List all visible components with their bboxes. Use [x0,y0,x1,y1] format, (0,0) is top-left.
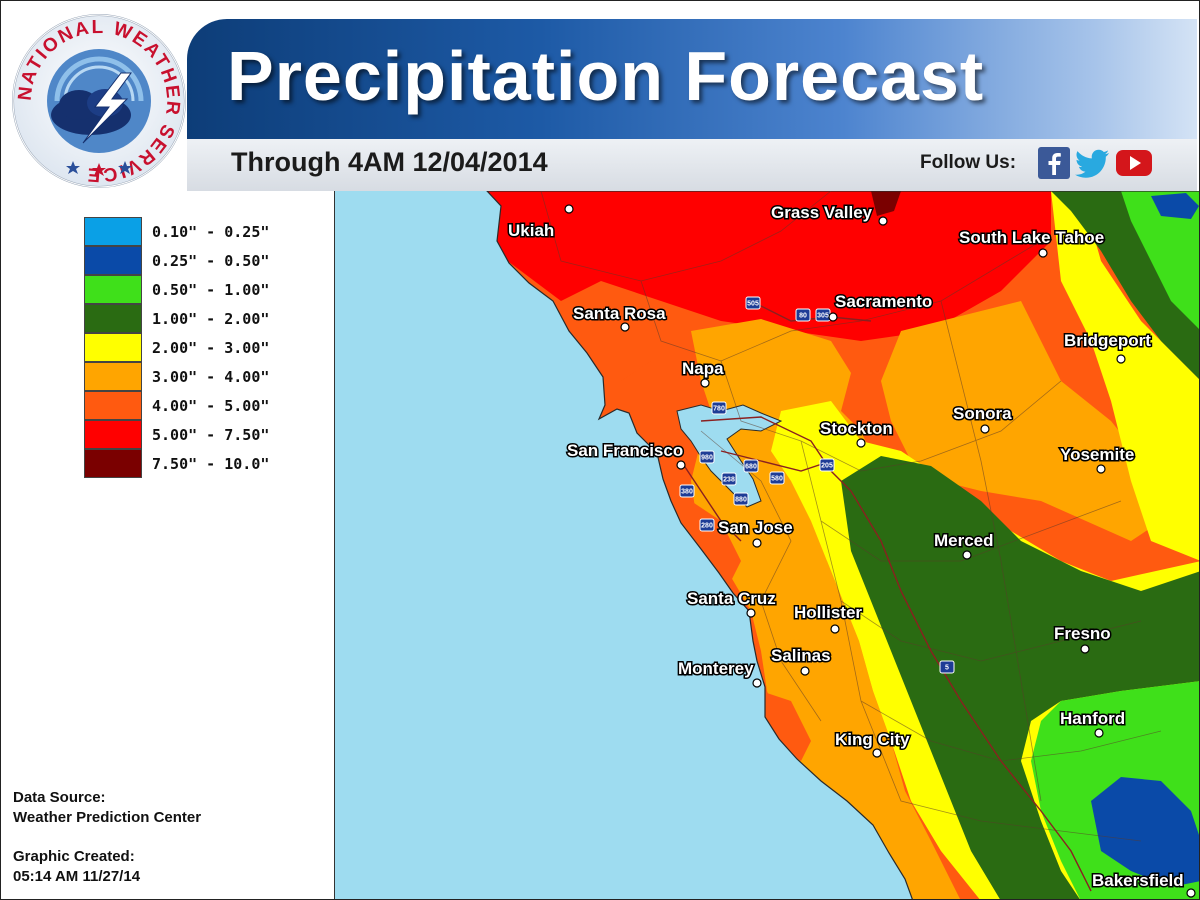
legend-swatch [84,362,142,391]
shield-80: 80 [795,308,811,322]
svg-text:980: 980 [701,455,713,462]
legend-label: 7.50" - 10.0" [152,455,270,473]
precip-map[interactable]: 505 80 305 780 980 680 205 238 580 380 8… [335,191,1200,900]
city-san-francisco: San Francisco [567,441,683,460]
city-king-city: King City [835,730,910,749]
svg-text:880: 880 [735,497,747,504]
shield-280: 280 [699,518,715,532]
city-bakersfield: Bakersfield [1092,871,1184,890]
legend-label: 4.00" - 5.00" [152,397,270,415]
data-source-value: Weather Prediction Center [13,809,202,826]
svg-text:380: 380 [681,489,693,496]
shield-205: 205 [819,458,835,472]
legend-label: 1.00" - 2.00" [152,310,270,328]
svg-text:5: 5 [945,665,949,672]
svg-text:280: 280 [701,523,713,530]
shield-380: 380 [679,484,695,498]
shield-780: 780 [711,401,727,415]
city-labels: Grass Valley Ukiah South Lake Tahoe Sacr… [507,202,1186,892]
city-markers [564,204,1196,898]
legend-label: 3.00" - 4.00" [152,368,270,386]
legend-swatch [84,246,142,275]
shield-505: 505 [745,296,761,310]
svg-text:680: 680 [745,464,757,471]
svg-text:780: 780 [713,406,725,413]
created-value: 05:14 AM 11/27/14 [13,868,141,885]
svg-text:205: 205 [821,463,833,470]
page-title: Precipitation Forecast [227,37,985,115]
legend-item: 3.00" - 4.00" [84,362,324,391]
shield-980: 980 [699,450,715,464]
youtube-icon[interactable] [1115,147,1153,179]
legend-item: 7.50" - 10.0" [84,449,324,478]
svg-text:580: 580 [771,476,783,483]
city-santa-cruz: Santa Cruz [687,589,776,608]
svg-text:305: 305 [817,313,829,320]
city-yosemite: Yosemite [1060,445,1134,464]
svg-text:238: 238 [723,477,735,484]
svg-text:80: 80 [799,313,807,320]
highway-shields: 505 80 305 780 980 680 205 238 580 380 8… [679,296,955,674]
subtitle-bar [187,139,1197,191]
legend-swatch [84,420,142,449]
city-san-jose: San Jose [718,518,793,537]
legend-swatch [84,217,142,246]
highways [680,300,1092,892]
city-bridgeport: Bridgeport [1064,331,1151,350]
city-sacramento: Sacramento [835,292,932,311]
svg-text:505: 505 [747,301,759,308]
city-stockton: Stockton [820,419,893,438]
legend-label: 0.10" - 0.25" [152,223,270,241]
city-salinas: Salinas [771,646,831,665]
follow-us-label: Follow Us: [920,152,1017,173]
city-napa: Napa [682,359,724,378]
legend-label: 2.00" - 3.00" [152,339,270,357]
legend-item: 0.25" - 0.50" [84,246,324,275]
shield-5: 5 [939,660,955,674]
legend-swatch [84,449,142,478]
legend-swatch [84,304,142,333]
shield-680: 680 [743,459,759,473]
shield-238: 238 [721,472,737,486]
created-label: Graphic Created: [13,848,135,865]
nws-logo-icon: NATIONAL WEATHER SERVICE [12,14,186,188]
title-bar [187,19,1197,139]
city-merced: Merced [934,531,994,550]
shield-880: 880 [733,492,749,506]
legend-label: 0.25" - 0.50" [152,252,270,270]
city-grass-valley: Grass Valley [771,203,873,222]
city-hanford: Hanford [1060,709,1125,728]
city-monterey: Monterey [678,659,754,678]
legend-label: 0.50" - 1.00" [152,281,270,299]
valid-time: Through 4AM 12/04/2014 [231,147,548,177]
county-lines [540,191,1162,842]
legend-item: 0.10" - 0.25" [84,217,324,246]
shield-580: 580 [769,471,785,485]
precip-bands [487,191,1199,899]
legend-item: 0.50" - 1.00" [84,275,324,304]
city-ukiah: Ukiah [508,221,554,240]
city-sonora: Sonora [953,404,1012,423]
legend-swatch [84,391,142,420]
legend-item: 2.00" - 3.00" [84,333,324,362]
city-south-lake-tahoe: South Lake Tahoe [959,228,1104,247]
legend-item: 5.00" - 7.50" [84,420,324,449]
data-source-label: Data Source: [13,789,106,806]
legend-item: 1.00" - 2.00" [84,304,324,333]
legend-label: 5.00" - 7.50" [152,426,270,444]
city-santa-rosa: Santa Rosa [573,304,666,323]
legend-swatch [84,275,142,304]
legend-swatch [84,333,142,362]
twitter-icon[interactable] [1075,147,1111,179]
facebook-icon[interactable] [1038,147,1070,179]
city-fresno: Fresno [1054,624,1111,643]
legend-panel [1,191,335,899]
header-banner: Precipitation Forecast Through 4AM 12/04… [1,1,1199,191]
city-hollister: Hollister [794,603,862,622]
shield-305: 305 [815,308,831,322]
legend-item: 4.00" - 5.00" [84,391,324,420]
